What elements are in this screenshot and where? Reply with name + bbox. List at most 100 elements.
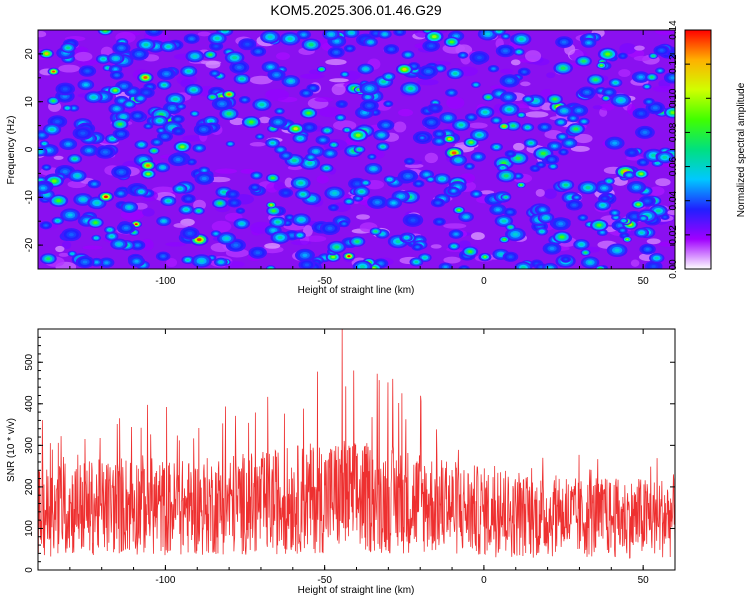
heatmap-blob-ring xyxy=(113,68,118,71)
heatmap-blob-ring xyxy=(62,94,68,98)
heatmap-blob xyxy=(39,140,50,147)
heatmap-blob xyxy=(129,110,146,122)
heatmap-blob-ring xyxy=(585,185,591,190)
heatmap-blob-ring xyxy=(542,126,547,129)
heatmap-blob xyxy=(638,186,653,196)
heatmap-cell xyxy=(443,223,467,229)
heatmap-cell xyxy=(329,78,349,83)
heatmap-blob xyxy=(134,94,147,103)
heatmap-blob-ring xyxy=(340,103,344,106)
heatmap-blob-ring xyxy=(582,120,586,123)
heatmap-blob-ring xyxy=(304,263,309,267)
heatmap-blob-ring xyxy=(457,209,461,212)
heatmap-blob-ring xyxy=(562,151,565,153)
heatmap-blob-ring xyxy=(46,148,52,152)
heatmap-blob xyxy=(72,126,94,140)
heatmap-blob-ring xyxy=(309,156,313,159)
heatmap-blob xyxy=(105,231,119,241)
heatmap-blob-ring xyxy=(639,172,644,176)
heatmap-blob-ring xyxy=(339,116,342,119)
heatmap-blob-ring xyxy=(233,243,239,247)
heatmap-blob-ring xyxy=(364,181,368,184)
heatmap-blob xyxy=(193,123,214,136)
heatmap-blob-ring xyxy=(363,67,368,71)
colorbar-tick-label: 0.10 xyxy=(668,88,679,108)
heatmap-blob xyxy=(250,171,263,180)
heatmap-blob xyxy=(95,54,111,64)
heatmap-blob xyxy=(495,44,516,58)
heatmap-blob-ring xyxy=(647,100,651,103)
colorbar: 0.00 0.02 0.04 0.06 0.08 0.10 0.12 0.14 Normali… xyxy=(668,20,747,279)
heatmap-blob xyxy=(643,97,655,106)
heatmap-blob xyxy=(75,255,95,269)
heatmap-blob-ring xyxy=(298,137,303,140)
heatmap-blob xyxy=(504,150,517,158)
heatmap-blob xyxy=(156,216,172,227)
heatmap-blob-ring xyxy=(304,91,308,95)
heatmap-blob-ring xyxy=(186,258,190,261)
heatmap-blob xyxy=(159,41,177,53)
heatmap-blob xyxy=(181,255,195,265)
heatmap-blob xyxy=(377,119,395,131)
heatmap-blob xyxy=(267,68,286,81)
heatmap-blob xyxy=(494,214,514,228)
heatmap-blob-ring xyxy=(621,229,624,232)
heatmap-blob-ring xyxy=(366,86,372,91)
heatmap-blob xyxy=(397,169,419,183)
heatmap-blob-ring xyxy=(65,142,71,146)
heatmap-cell xyxy=(240,169,256,174)
heatmap-blob-ring xyxy=(72,107,76,109)
heatmap-blob-ring xyxy=(617,224,623,227)
heatmap-blob-ring xyxy=(584,90,590,94)
heatmap-blob xyxy=(42,123,62,136)
heatmap-blob-ring xyxy=(189,37,194,41)
heatmap-blob xyxy=(458,211,474,222)
heatmap-blob xyxy=(292,133,308,144)
heatmap-blob-ring xyxy=(287,37,293,41)
heatmap-blob-ring xyxy=(95,237,98,239)
heatmap-blob-ring xyxy=(428,44,434,48)
heatmap-blob-ring xyxy=(239,222,244,226)
heatmap-blob-ring xyxy=(104,261,109,264)
heatmap-cell xyxy=(592,105,603,110)
heatmap-blob xyxy=(364,162,383,175)
heatmap-blob xyxy=(462,246,479,257)
heatmap-cell xyxy=(214,168,238,174)
heatmap-blob-ring xyxy=(614,248,620,252)
heatmap-cell xyxy=(652,85,674,93)
heatmap-blob xyxy=(603,177,615,185)
heatmap-blob xyxy=(537,212,555,224)
heatmap-cell xyxy=(166,258,178,268)
heatmap-blob-ring xyxy=(482,110,488,114)
heatmap-blob-ring xyxy=(521,266,526,269)
heatmap-cell xyxy=(570,145,590,152)
heatmap-cell xyxy=(393,121,407,133)
heatmap-blob xyxy=(212,198,228,209)
heatmap-blob xyxy=(553,61,573,75)
heatmap-blob xyxy=(383,100,394,108)
heatmap-blob-ring xyxy=(359,190,364,194)
heatmap-blob-ring xyxy=(572,203,577,207)
heatmap-blob xyxy=(305,153,317,162)
heatmap-blob xyxy=(633,169,649,179)
heatmap-blob-ring xyxy=(157,119,162,123)
heatmap-blob-ring xyxy=(270,141,275,145)
heatmap-cell xyxy=(430,244,442,249)
heatmap-blob-ring xyxy=(232,201,237,205)
heatmap-blob xyxy=(137,72,154,83)
heatmap-blob xyxy=(353,186,370,198)
heatmap-cell xyxy=(316,175,329,184)
heatmap-cell xyxy=(249,75,273,85)
heatmap-blob-ring xyxy=(135,243,140,247)
heatmap-blob xyxy=(233,73,251,85)
heatmap-blob-ring xyxy=(210,96,214,99)
heatmap-cell xyxy=(273,181,285,191)
heatmap-blob-ring xyxy=(650,76,654,79)
heatmap-blob xyxy=(39,221,53,230)
heatmap-blob xyxy=(108,85,123,96)
snr-y-tick-label: 300 xyxy=(24,437,35,454)
heatmap-blob-ring xyxy=(114,107,119,111)
heatmap-blob-ring xyxy=(271,209,276,213)
heatmap-cell xyxy=(265,88,290,101)
